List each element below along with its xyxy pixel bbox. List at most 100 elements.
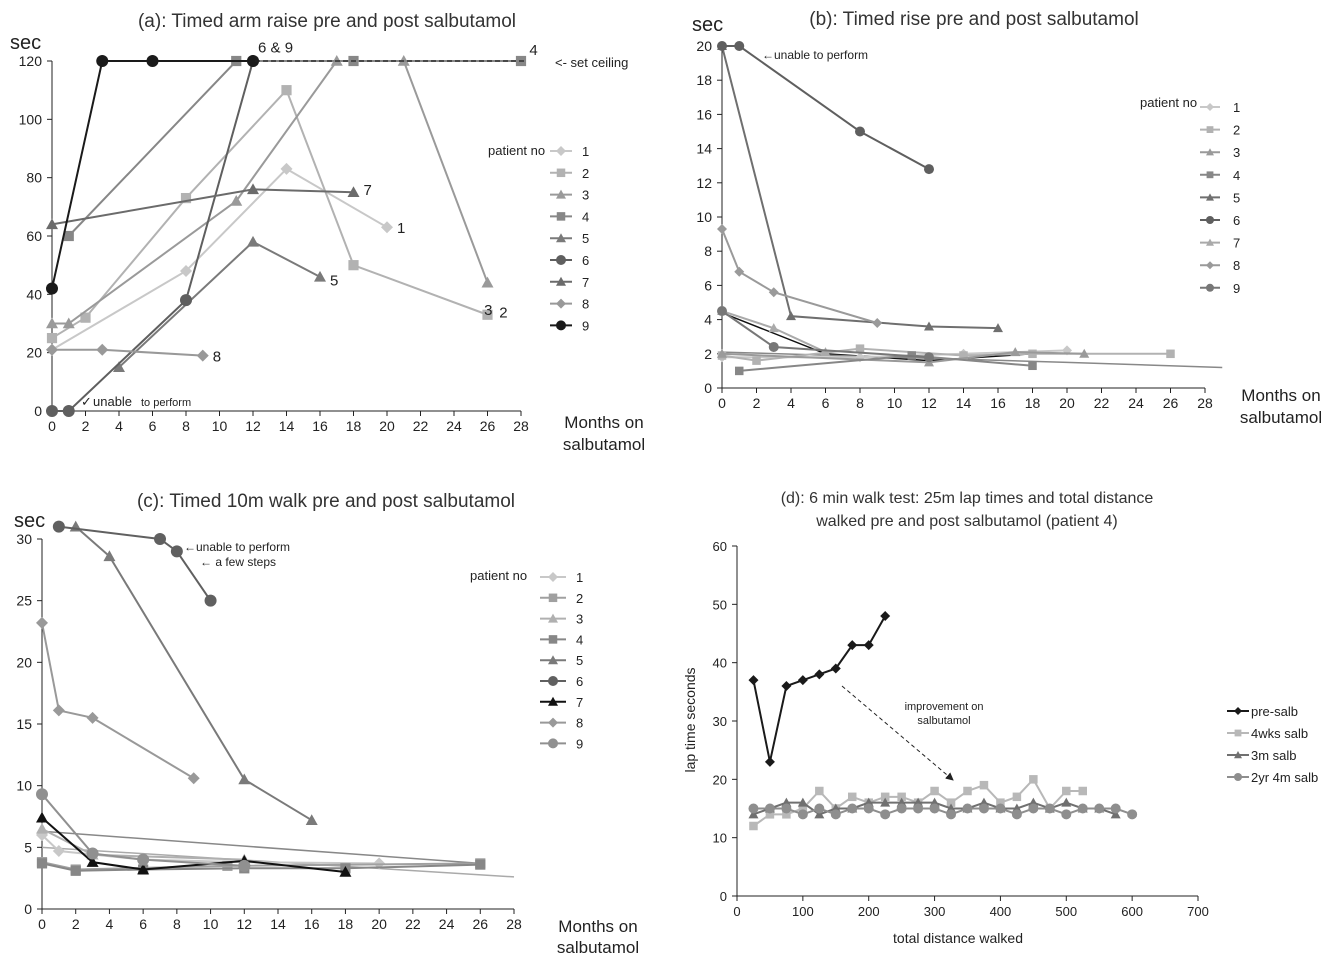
data-point-5	[314, 270, 326, 282]
x-tick-label: 28	[513, 418, 529, 434]
series-end-label: 5	[330, 273, 338, 290]
data-point-3	[230, 195, 243, 206]
series-line-5	[721, 45, 999, 330]
x-tick-label: 200	[858, 904, 880, 919]
panel-c-legend: patient no 1 2 3 4 5 6 7 8 9	[470, 568, 583, 751]
data-point-2yr-4m-salb	[1061, 809, 1072, 820]
legend-entry: 1	[582, 144, 589, 159]
data-point-4wks-salb	[782, 810, 791, 819]
x-tick-label: 18	[346, 418, 362, 434]
x-tick-label: 22	[405, 916, 421, 932]
panel-a-unable-note: unable	[93, 394, 132, 409]
legend-swatch-marker	[1234, 707, 1242, 715]
x-tick-label: 20	[371, 916, 387, 932]
data-point-6	[62, 405, 75, 417]
x-tick-label: 4	[115, 418, 123, 434]
data-point-9	[46, 282, 58, 295]
legend-entry: 7	[576, 695, 583, 710]
data-point-pre-salb	[847, 640, 858, 651]
data-point-9	[238, 859, 251, 872]
legend-title: patient no	[1140, 95, 1197, 110]
data-point-3	[36, 822, 48, 834]
x-tick-label: 22	[1094, 395, 1110, 411]
legend-swatch-marker	[556, 255, 566, 265]
data-point-pre-salb	[781, 681, 792, 691]
legend-swatch-marker	[1206, 171, 1214, 179]
data-point-4	[36, 858, 48, 869]
data-point-3m-salb	[748, 809, 759, 819]
panel-a-series	[46, 55, 527, 417]
panel-a-legend: patient no 1 2 3 4 5 6 7 8 9	[488, 143, 589, 333]
panel-a-xlabel-line2: salbutamol	[563, 435, 645, 454]
data-point-2yr-4m-salb	[995, 803, 1006, 814]
y-tick-label: 5	[24, 839, 32, 855]
data-point-2yr-4m-salb	[929, 803, 940, 814]
legend-swatch-marker	[556, 212, 566, 221]
data-point-3m-salb	[814, 809, 825, 819]
x-tick-label: 2	[753, 395, 761, 411]
data-point-4	[63, 230, 74, 242]
panel-a-ceiling-note: <- set ceiling	[555, 55, 628, 70]
data-point-2	[1028, 349, 1037, 359]
x-tick-label: 100	[792, 904, 814, 919]
data-point-6	[180, 294, 192, 307]
data-point-7	[137, 863, 150, 875]
data-point-7	[46, 218, 58, 230]
panel-b-ylabel: sec	[692, 14, 723, 36]
panel-c-unable-note: ←unable to perform	[184, 540, 290, 554]
x-tick-label: 10	[887, 395, 903, 411]
y-tick-label: 80	[26, 170, 42, 186]
data-point-2	[855, 344, 865, 353]
series-line-6	[722, 45, 930, 170]
panel-d-improvement-line1: improvement on	[905, 701, 984, 713]
data-point-5	[103, 550, 116, 562]
data-point-2	[348, 260, 359, 271]
data-point-4wks-salb	[815, 786, 824, 796]
data-point-5	[113, 361, 125, 373]
y-tick-label: 6	[704, 277, 712, 293]
y-tick-label: 10	[16, 778, 32, 794]
y-tick-label: 10	[713, 831, 727, 846]
legend-entry: 2yr 4m salb	[1251, 770, 1318, 785]
series-line-2yr-4m-salb	[753, 807, 1133, 816]
legend-entry: 4	[582, 209, 589, 224]
data-point-7	[768, 323, 779, 333]
data-point-4wks-salb	[897, 792, 906, 802]
x-tick-label: 2	[82, 418, 90, 434]
data-point-2	[959, 351, 968, 360]
legend-swatch-marker	[548, 572, 558, 582]
data-point-3m-salb	[1110, 809, 1121, 819]
x-tick-label: 26	[472, 916, 488, 932]
data-point-3m-salb	[1061, 797, 1072, 807]
legend-swatch-marker	[556, 146, 566, 156]
data-point-2yr-4m-salb	[814, 803, 825, 814]
data-point-pre-salb	[814, 669, 825, 680]
data-point-4wks-salb	[1078, 786, 1087, 796]
data-point-2	[482, 309, 493, 320]
y-tick-label: 120	[19, 53, 43, 69]
data-point-5	[993, 323, 1003, 333]
panel-a-ylabel: sec	[10, 32, 41, 54]
data-point-6	[154, 533, 166, 545]
legend-swatch-marker	[556, 233, 566, 243]
legend-entry: 3	[576, 612, 583, 627]
series-line-pre-salb	[752, 615, 887, 763]
x-tick-label: 24	[446, 418, 462, 434]
x-tick-label: 14	[270, 916, 286, 932]
data-point-5	[786, 311, 796, 321]
panel-d-title-line1: (d): 6 min walk test: 25m lap times and …	[781, 490, 1154, 507]
data-point-8	[768, 287, 779, 298]
series-line-8	[41, 622, 195, 780]
data-point-4wks-salb	[979, 780, 989, 790]
legend-entry: 6	[576, 674, 583, 689]
legend-swatch-marker	[1234, 773, 1242, 781]
data-point-8	[872, 318, 883, 329]
x-tick-label: 8	[173, 916, 181, 932]
legend-swatch-marker	[1234, 751, 1242, 759]
y-tick-label: 30	[713, 714, 727, 729]
y-tick-label: 12	[696, 175, 712, 191]
legend-entry: 4	[576, 632, 583, 647]
series-end-label: 6 & 9	[258, 39, 293, 56]
legend-entry: 9	[1233, 281, 1240, 296]
